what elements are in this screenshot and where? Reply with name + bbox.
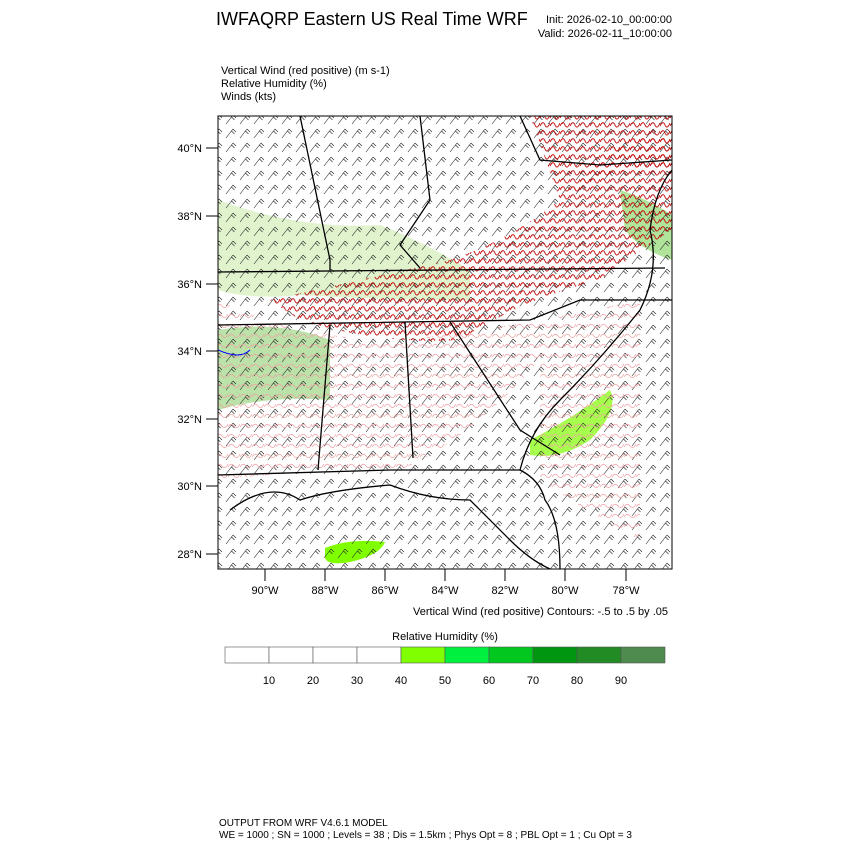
lon-label: 78°W [612, 585, 640, 597]
colorbar-label: 90 [615, 675, 627, 687]
colorbar-label: 30 [351, 675, 363, 687]
colorbar-box [312, 646, 358, 664]
field-list: Vertical Wind (red positive) (m s-1)Rela… [221, 65, 390, 103]
colorbar-box [356, 646, 402, 664]
colorbar-box [488, 646, 534, 664]
lat-label: 28°N [177, 549, 202, 561]
colorbar-title: Relative Humidity (%) [392, 631, 498, 643]
lon-label: 86°W [371, 585, 399, 597]
lat-label: 32°N [177, 414, 202, 426]
colorbar: 10 20 30 40 50 60 70 80 90 [224, 646, 666, 687]
footer-line: WE = 1000 ; SN = 1000 ; Levels = 38 ; Di… [219, 830, 632, 841]
vertical-wind-negative [218, 349, 251, 356]
colorbar-box [400, 646, 446, 664]
colorbar-label: 70 [527, 675, 539, 687]
state-boundaries [218, 116, 672, 569]
colorbar-box [224, 646, 270, 664]
colorbar-label: 20 [307, 675, 319, 687]
map-axes: 40°N 38°N 36°N 34°N 32°N 30°N 28°N 90°W 88°W 86°W… [177, 143, 640, 597]
lat-label: 38°N [177, 211, 202, 223]
vertical-wind-contours [218, 300, 640, 540]
colorbar-label: 60 [483, 675, 495, 687]
colorbar-box [444, 646, 490, 664]
colorbar-box [268, 646, 314, 664]
lat-label: 36°N [177, 279, 202, 291]
title: IWFAQRP Eastern US Real Time WRF [216, 9, 528, 29]
colorbar-label: 50 [439, 675, 451, 687]
lat-label: 34°N [177, 346, 202, 358]
lon-label: 84°W [431, 585, 459, 597]
footer-line: OUTPUT FROM WRF V4.6.1 MODEL [219, 818, 388, 829]
lon-label: 82°W [491, 585, 519, 597]
map-area [218, 116, 672, 569]
lon-label: 90°W [251, 585, 279, 597]
vertical-wind-contours [270, 135, 672, 341]
lon-label: 80°W [551, 585, 579, 597]
colorbar-box [532, 646, 578, 664]
init-time: Init: 2026-02-10_00:00:00 [546, 14, 672, 26]
lat-label: 30°N [177, 481, 202, 493]
field-label: Relative Humidity (%) [221, 78, 327, 90]
colorbar-label: 80 [571, 675, 583, 687]
colorbar-label: 40 [395, 675, 407, 687]
lon-label: 88°W [311, 585, 339, 597]
colorbar-box [620, 646, 666, 664]
vertical-wind-contours [530, 116, 672, 200]
contour-note: Vertical Wind (red positive) Contours: -… [413, 606, 668, 618]
lat-label: 40°N [177, 143, 202, 155]
field-label: Winds (kts) [221, 91, 276, 103]
valid-time: Valid: 2026-02-11_10:00:00 [538, 28, 672, 40]
colorbar-box [576, 646, 622, 664]
colorbar-label: 10 [263, 675, 275, 687]
field-label: Vertical Wind (red positive) (m s-1) [221, 65, 390, 77]
